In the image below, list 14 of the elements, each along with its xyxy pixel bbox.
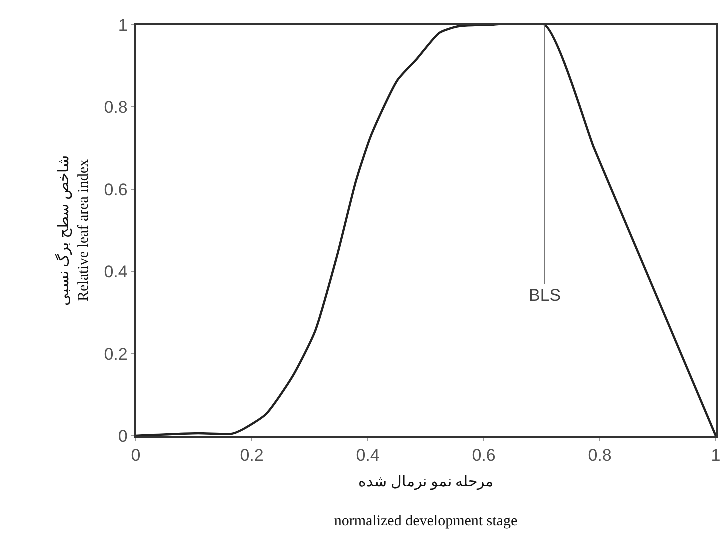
y-tick-label: 0.8	[104, 98, 128, 118]
annotation: BLS	[529, 286, 562, 305]
y-tick-label: 0.6	[104, 180, 128, 200]
line-series	[136, 25, 716, 436]
x-tick-label: 0.2	[240, 446, 264, 466]
x-tick-label: 0	[131, 446, 141, 466]
y-tick-label: 1	[118, 16, 128, 35]
x-tick-label: 0.6	[472, 446, 496, 466]
x-tick-label: 1	[711, 446, 721, 466]
y-tick-label: 0.4	[104, 262, 128, 282]
y-tick-label: 0.2	[104, 344, 128, 364]
y-tick-label: 0	[118, 426, 128, 446]
x-tick-label: 0.8	[588, 446, 612, 466]
x-tick-label: 0.4	[356, 446, 380, 466]
